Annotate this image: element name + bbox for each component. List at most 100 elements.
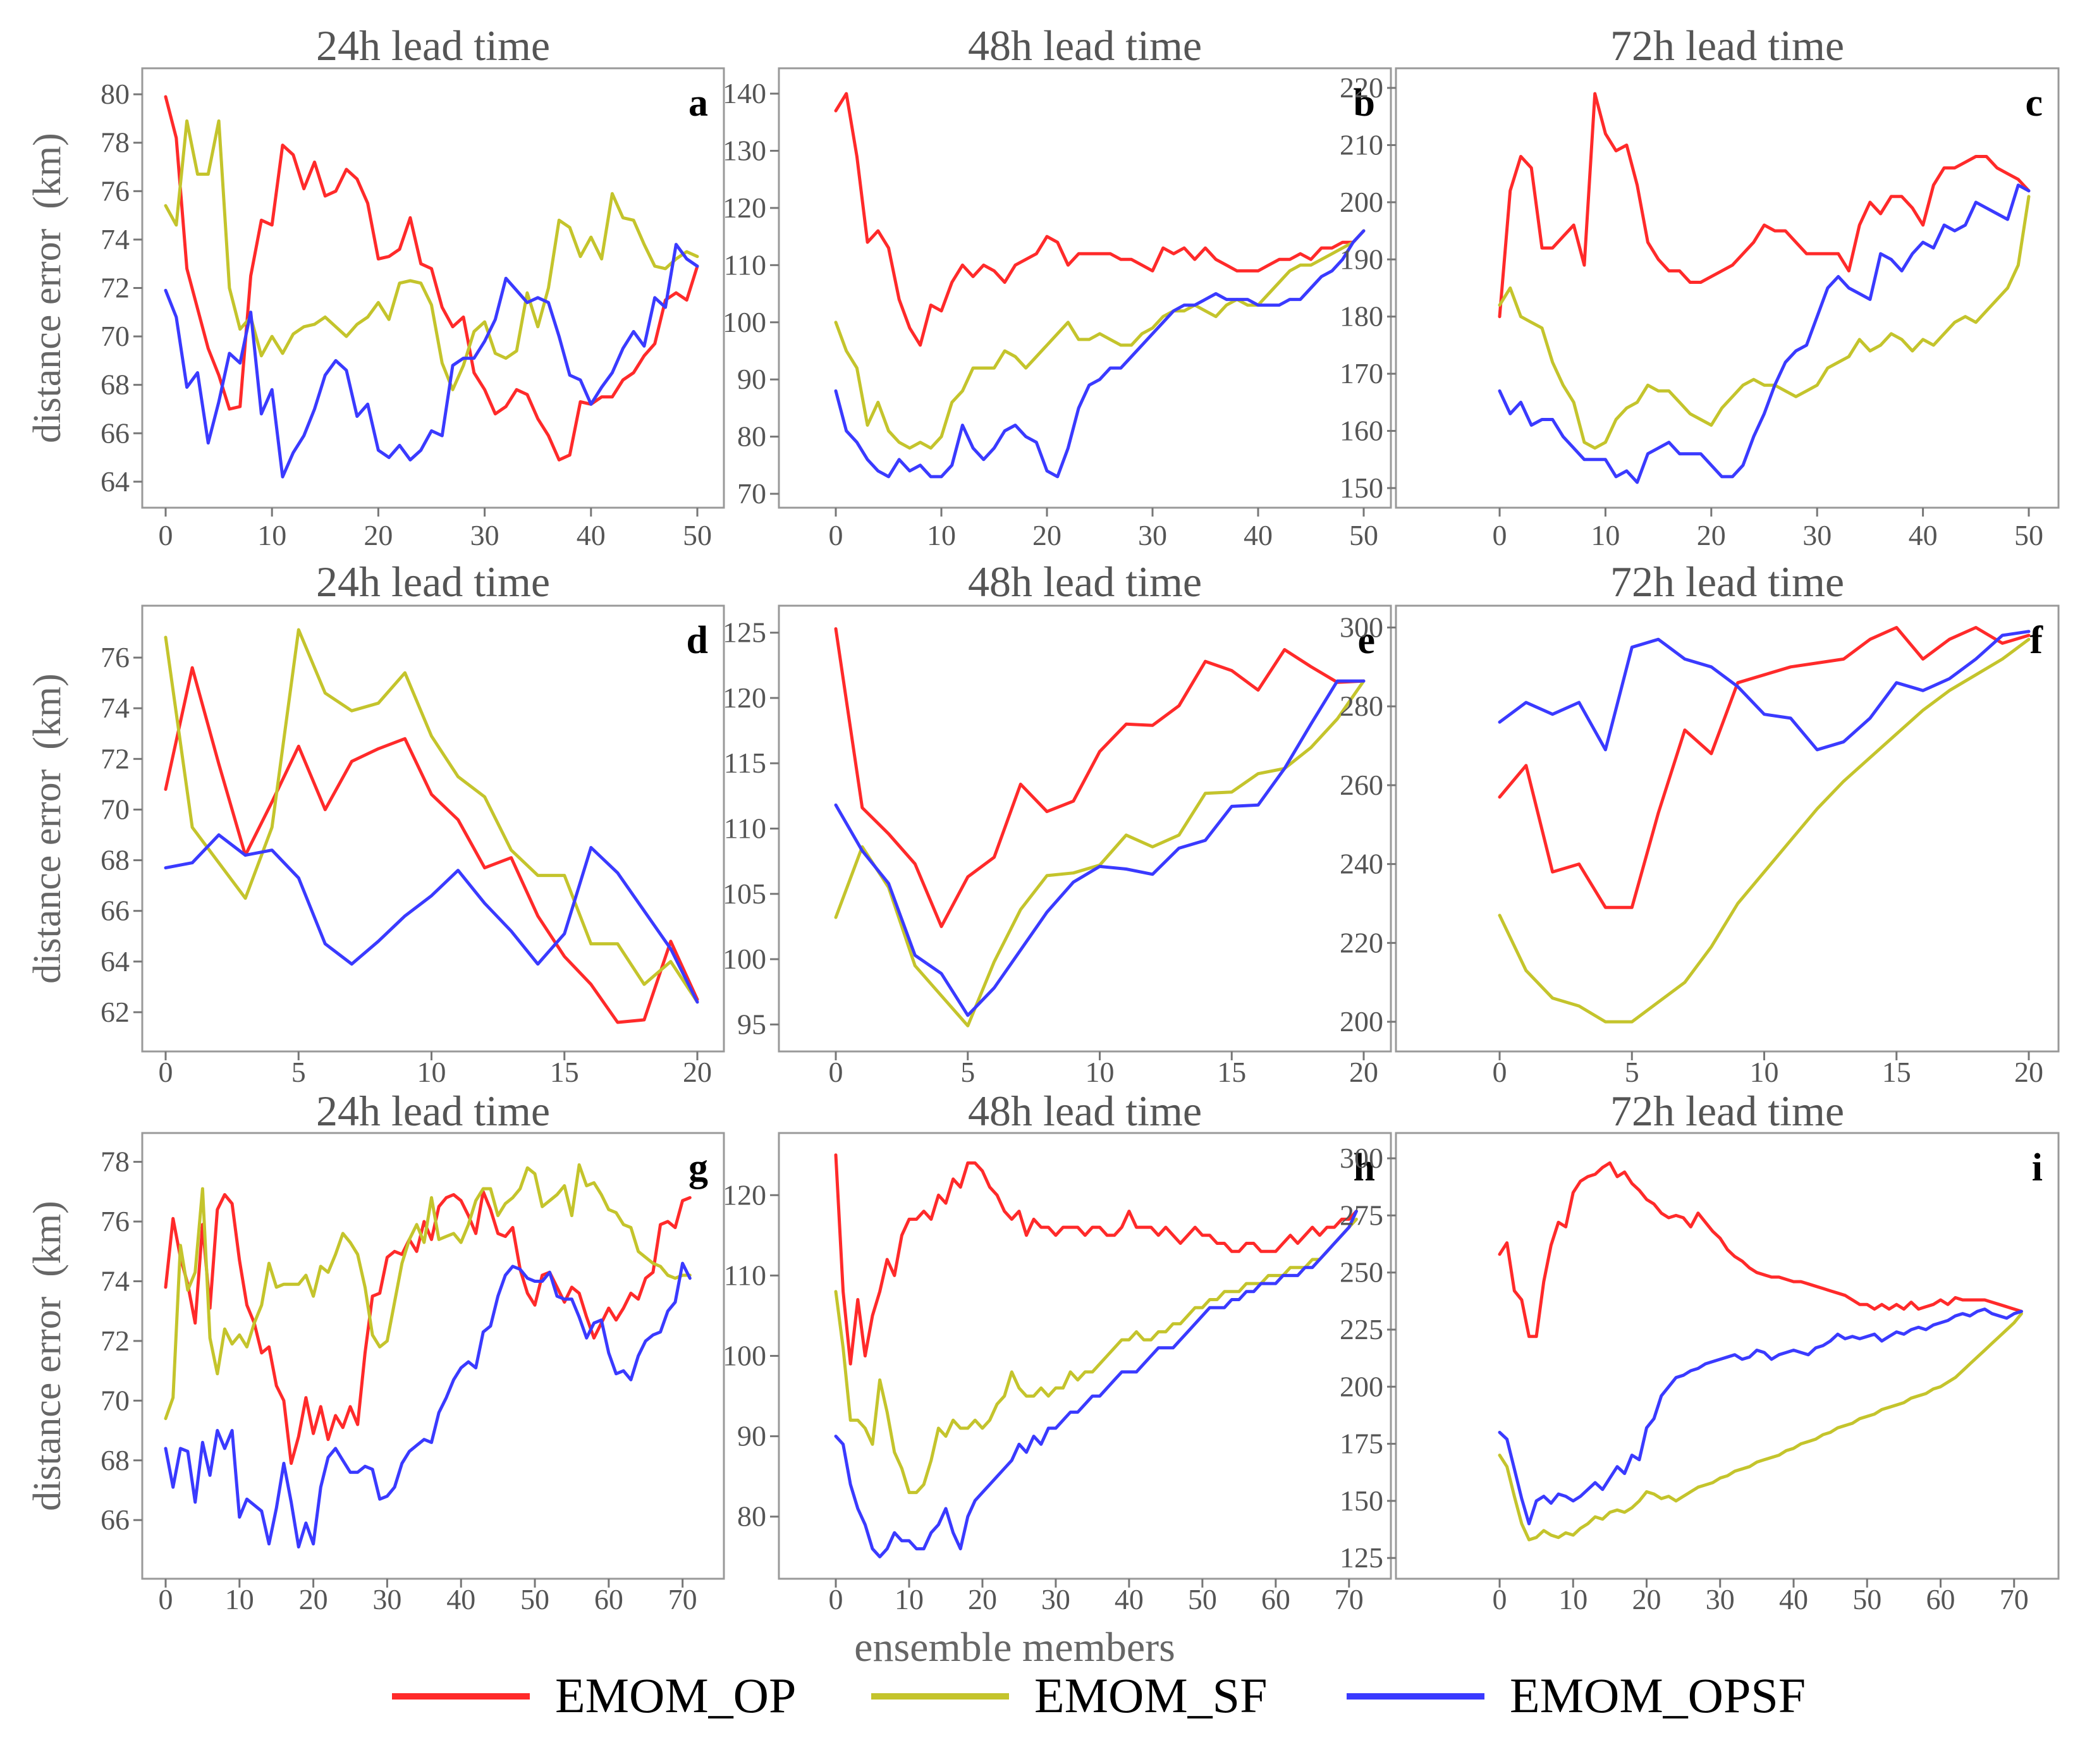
y-tick-label: 72 [101,1325,130,1357]
y-tick-label: 78 [101,126,130,159]
x-tick-label: 30 [1706,1583,1735,1615]
x-tick-label: 50 [2014,519,2043,551]
y-tick-label: 64 [101,945,130,977]
y-tick-label: 62 [101,996,130,1028]
y-tick-label: 95 [737,1008,766,1040]
y-tick-label: 280 [1340,690,1383,722]
panel-letter: b [1354,82,1375,125]
x-tick-label: 10 [257,519,286,551]
panel-letter: e [1357,619,1375,662]
panel-letter: a [688,82,708,125]
x-tick-label: 50 [1188,1583,1217,1615]
y-tick-label: 125 [1340,1541,1383,1574]
y-tick-label: 72 [101,742,130,775]
y-tick-label: 76 [101,175,130,207]
x-tick-label: 10 [1750,1056,1779,1088]
x-tick-label: 40 [446,1583,475,1615]
y-tick-label: 100 [723,306,766,338]
x-axis-label: ensemble members [854,1624,1175,1670]
x-tick-label: 5 [291,1056,306,1088]
y-tick-label: 66 [101,417,130,449]
y-tick-label: 170 [1340,357,1383,389]
x-tick-label: 0 [159,1583,173,1615]
y-axis-label: distance error (km) [26,133,69,443]
x-tick-label: 15 [1882,1056,1911,1088]
plot-frame [1395,67,2060,509]
x-tick-label: 30 [470,519,499,551]
x-tick-label: 10 [895,1583,924,1615]
y-tick-label: 80 [101,78,130,110]
y-tick-label: 68 [101,844,130,876]
y-tick-label: 260 [1340,769,1383,801]
y-tick-label: 200 [1340,186,1383,218]
y-tick-label: 90 [737,363,766,395]
panel-letter: g [688,1146,708,1189]
chart-panel-g: 24h lead time g 66 68 70 72 74 76 78 0 10 20 30 40 50 6… [26,1087,725,1615]
x-tick-label: 20 [1032,519,1061,551]
y-tick-label: 66 [101,1504,130,1536]
x-tick-label: 20 [364,519,393,551]
series-line-emom-op [834,627,1366,928]
y-tick-label: 70 [737,477,766,510]
chart-panel-d: 24h lead time d 62 64 66 68 70 72 74 76 0 5 10 15 20 di… [26,558,725,1088]
legend-label-emom-op: EMOM_OP [555,1668,796,1723]
series-line-emom-sf [164,1163,692,1421]
y-tick-label: 70 [101,1384,130,1416]
x-tick-label: 60 [1926,1583,1955,1615]
y-tick-label: 300 [1340,1142,1383,1174]
x-tick-label: 10 [417,1056,446,1088]
x-tick-label: 50 [1852,1583,1881,1615]
x-tick-label: 40 [1909,519,1938,551]
y-tick-label: 220 [1340,71,1383,104]
x-tick-label: 70 [2000,1583,2029,1615]
y-tick-label: 300 [1340,611,1383,643]
y-tick-label: 275 [1340,1199,1383,1231]
y-tick-label: 120 [723,1179,766,1211]
y-tick-label: 160 [1340,415,1383,447]
series-line-emom-op [1498,626,2031,909]
y-tick-label: 80 [737,1500,766,1533]
y-tick-label: 125 [723,616,766,649]
y-tick-label: 76 [101,641,130,673]
series-line-emom-op [164,666,699,1024]
series-line-emom-sf [164,119,699,391]
x-tick-label: 0 [829,1583,843,1615]
series-line-emom-opsf [834,229,1366,479]
panel-title: 48h lead time [968,21,1202,70]
panels-group: 24h lead time a 64 66 68 70 72 74 76 78 80 0 10 20 30 4… [26,21,2060,1615]
x-tick-label: 50 [683,519,712,551]
y-tick-label: 210 [1340,128,1383,161]
series-line-emom-op [834,1153,1358,1366]
legend-label-emom-opsf: EMOM_OPSF [1510,1668,1806,1723]
x-tick-label: 40 [1244,519,1273,551]
panel-title: 72h lead time [1610,558,1844,606]
panel-title: 24h lead time [316,558,550,606]
series-line-emom-sf [1498,1312,2023,1541]
y-tick-label: 190 [1340,243,1383,275]
x-tick-label: 70 [1335,1583,1364,1615]
y-tick-label: 74 [101,223,130,255]
chart-panel-i: 72h lead time i 125 150 175 200 225 250 275 300 0 1… [1340,1087,2060,1615]
x-tick-label: 20 [1697,519,1726,551]
panel-title: 24h lead time [316,1087,550,1135]
y-tick-label: 74 [101,1265,130,1297]
y-tick-label: 120 [723,192,766,224]
series-line-emom-opsf [1498,1308,2023,1526]
y-tick-label: 240 [1340,848,1383,880]
panel-title: 72h lead time [1610,1087,1844,1135]
chart-panel-h: 48h lead time h 80 90 100 110 120 0 10 20 30 40 50 60… [723,1087,1392,1615]
x-tick-label: 5 [1625,1056,1639,1088]
y-axis-label: distance error (km) [26,1201,69,1511]
panel-title: 48h lead time [968,1087,1202,1135]
x-tick-label: 0 [1493,1583,1507,1615]
series-line-emom-sf [834,229,1366,450]
series-line-emom-opsf [834,679,1366,1017]
x-tick-label: 10 [927,519,956,551]
x-tick-label: 0 [1493,519,1507,551]
series-line-emom-op [1498,92,2031,319]
x-tick-label: 20 [968,1583,997,1615]
y-tick-label: 200 [1340,1370,1383,1402]
chart-panel-b: 48h lead time b 70 80 90 100 110 120 130 140 0 10 20… [723,21,1392,551]
y-tick-label: 76 [101,1205,130,1237]
